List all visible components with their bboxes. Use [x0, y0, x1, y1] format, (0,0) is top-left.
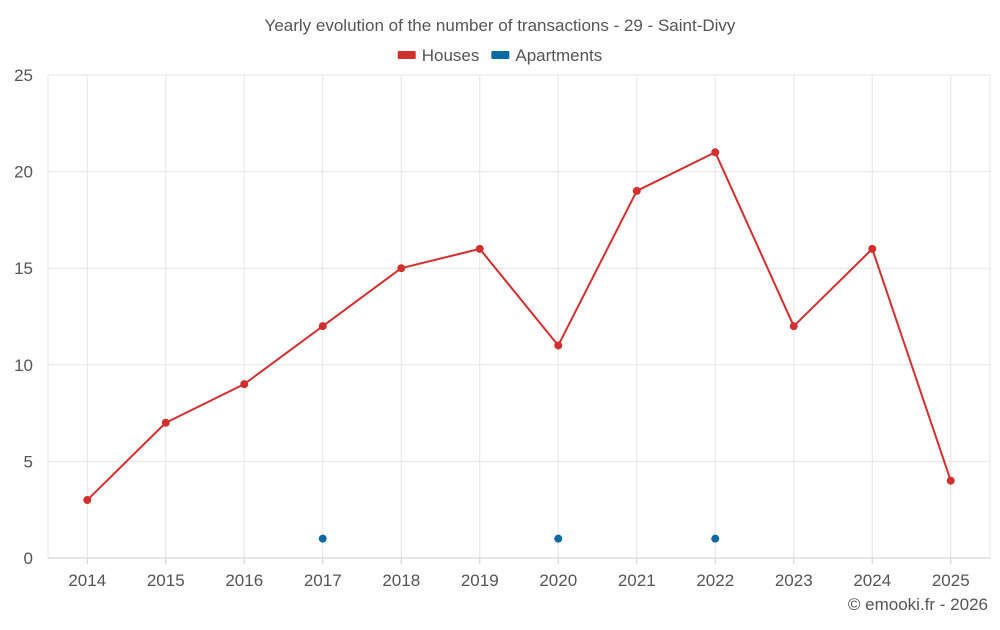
- series-apartments: [318, 534, 720, 543]
- chart-title: Yearly evolution of the number of transa…: [265, 16, 736, 35]
- x-tick-label: 2015: [147, 571, 185, 590]
- data-point-houses-2022[interactable]: [711, 148, 720, 157]
- y-tick-label: 10: [14, 356, 33, 375]
- data-point-apartments-2020[interactable]: [554, 534, 563, 543]
- x-tick-label: 2021: [618, 571, 656, 590]
- series-houses: [83, 148, 955, 505]
- x-tick-label: 2022: [696, 571, 734, 590]
- legend-label-apartments: Apartments: [515, 46, 602, 65]
- data-point-apartments-2017[interactable]: [318, 534, 327, 543]
- x-tick-label: 2014: [68, 571, 106, 590]
- x-tick-label: 2020: [539, 571, 577, 590]
- credit-text: © emooki.fr - 2026: [848, 595, 988, 614]
- data-point-houses-2024[interactable]: [868, 244, 877, 253]
- legend-item-apartments[interactable]: Apartments: [491, 46, 602, 65]
- legend-item-houses[interactable]: Houses: [397, 46, 480, 65]
- data-point-houses-2020[interactable]: [554, 341, 563, 350]
- data-point-houses-2023[interactable]: [789, 322, 798, 331]
- legend-label-houses: Houses: [422, 46, 480, 65]
- grid: [47, 74, 991, 558]
- data-point-houses-2016[interactable]: [240, 380, 249, 389]
- x-tick-label: 2024: [853, 571, 891, 590]
- x-tick-label: 2025: [932, 571, 970, 590]
- y-tick-label: 25: [14, 66, 33, 85]
- data-point-houses-2019[interactable]: [475, 244, 484, 253]
- data-point-houses-2021[interactable]: [632, 186, 641, 195]
- x-tick-label: 2017: [304, 571, 342, 590]
- y-tick-label: 15: [14, 259, 33, 278]
- series-layer: [83, 148, 955, 543]
- legend: Houses Apartments: [397, 46, 602, 65]
- series-line-houses: [86, 151, 952, 501]
- data-point-houses-2025[interactable]: [946, 476, 955, 485]
- data-point-houses-2014[interactable]: [83, 496, 92, 505]
- data-point-houses-2018[interactable]: [397, 264, 406, 273]
- data-point-houses-2017[interactable]: [318, 322, 327, 331]
- x-tick-label: 2019: [461, 571, 499, 590]
- x-tick-label: 2018: [382, 571, 420, 590]
- x-tick-label: 2023: [775, 571, 813, 590]
- x-tick-label: 2016: [225, 571, 263, 590]
- data-point-apartments-2022[interactable]: [711, 534, 720, 543]
- legend-swatch-houses: [397, 51, 416, 59]
- legend-swatch-apartments: [491, 51, 510, 59]
- y-tick-label: 20: [14, 163, 33, 182]
- data-point-houses-2015[interactable]: [161, 418, 170, 427]
- y-tick-label: 0: [24, 549, 33, 568]
- y-tick-label: 5: [24, 452, 33, 471]
